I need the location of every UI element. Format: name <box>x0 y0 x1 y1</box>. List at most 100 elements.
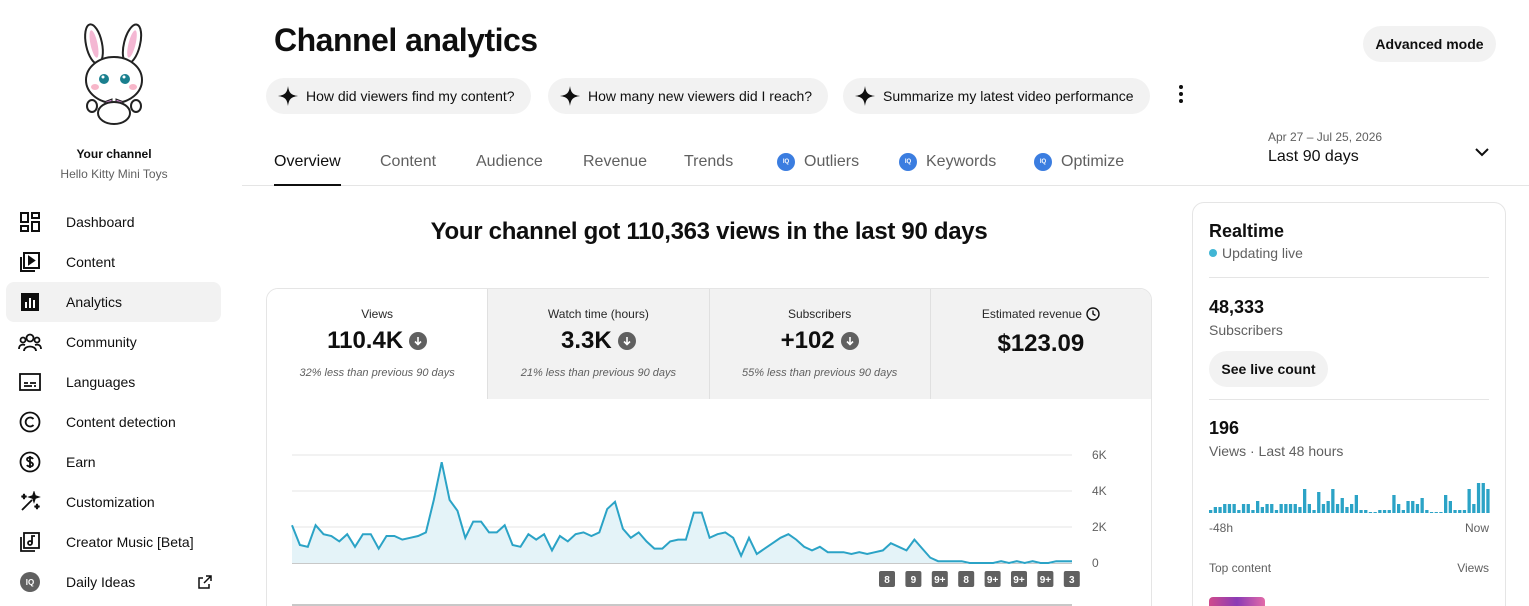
tab-overview[interactable]: Overview <box>274 138 341 186</box>
tab-label: Overview <box>274 153 341 170</box>
video-published-marker[interactable]: 8 <box>879 571 895 587</box>
realtime-bar <box>1279 504 1283 513</box>
sidebar-item-community[interactable]: Community <box>6 322 221 362</box>
realtime-live-status: Updating live <box>1209 245 1303 261</box>
realtime-bar <box>1340 498 1344 513</box>
suggestion-chip-new-viewers[interactable]: How many new viewers did I reach? <box>548 78 829 114</box>
sidebar-item-earn[interactable]: Earn <box>6 442 221 482</box>
iq-icon: IQ <box>1034 153 1052 171</box>
y-tick-label: 0 <box>1092 556 1099 570</box>
top-content-views-label: Views <box>1457 561 1489 575</box>
video-published-marker[interactable]: 9+ <box>931 571 948 587</box>
iq-icon: IQ <box>777 153 795 171</box>
realtime-axis-start: -48h <box>1209 521 1234 535</box>
tab-audience[interactable]: Audience <box>476 138 543 186</box>
realtime-bar <box>1241 504 1246 513</box>
tab-keywords[interactable]: IQ Keywords <box>899 138 996 186</box>
sidebar-item-daily-ideas[interactable]: IQ Daily Ideas <box>6 562 221 602</box>
iq-icon: IQ <box>18 570 42 594</box>
community-icon <box>18 330 42 354</box>
tab-outliers[interactable]: IQ Outliers <box>777 138 859 186</box>
arrow-down-icon <box>840 332 859 350</box>
metric-value: $123.09 <box>997 330 1085 357</box>
tab-bar: Overview Content Audience Revenue Trends… <box>242 138 1529 186</box>
see-live-count-button[interactable]: See live count <box>1209 351 1328 387</box>
channel-avatar[interactable] <box>72 22 156 126</box>
realtime-bar <box>1476 483 1481 513</box>
realtime-bar <box>1439 512 1443 513</box>
date-range-selector[interactable]: Apr 27 – Jul 25, 2026 Last 90 days <box>1268 130 1382 166</box>
views-area <box>292 462 1072 563</box>
realtime-bar <box>1392 495 1396 513</box>
iq-icon: IQ <box>899 153 917 171</box>
realtime-bar <box>1467 489 1471 513</box>
copyright-icon <box>18 410 42 434</box>
more-vert-icon[interactable] <box>1171 84 1191 104</box>
tab-trends[interactable]: Trends <box>684 138 733 186</box>
realtime-bar <box>1260 507 1264 513</box>
tab-label: Content <box>380 153 437 170</box>
sidebar-item-label: Content detection <box>66 414 176 430</box>
dashboard-icon <box>18 210 42 234</box>
realtime-bar <box>1307 504 1311 513</box>
views-line[interactable] <box>291 461 1072 565</box>
video-published-marker[interactable]: 9 <box>905 571 922 587</box>
video-published-marker[interactable]: 8 <box>958 571 975 587</box>
realtime-bar <box>1462 510 1467 513</box>
realtime-bar <box>1251 510 1255 513</box>
suggestion-chip-summarize[interactable]: Summarize my latest video performance <box>843 78 1150 114</box>
sidebar-item-content[interactable]: Content <box>6 242 221 282</box>
realtime-bar <box>1486 489 1490 513</box>
suggestion-chip-find-content[interactable]: How did viewers find my content? <box>266 78 531 114</box>
dollar-icon <box>18 450 42 474</box>
chip-label: How did viewers find my content? <box>306 88 515 104</box>
live-label: Updating live <box>1222 245 1303 261</box>
sidebar-item-customization[interactable]: Customization <box>6 482 221 522</box>
realtime-bar <box>1213 507 1217 513</box>
svg-text:9+: 9+ <box>987 575 999 586</box>
tab-revenue[interactable]: Revenue <box>583 138 647 186</box>
metric-views[interactable]: Views 110.4K 32% less than previous 90 d… <box>267 289 488 399</box>
sidebar-item-label: Earn <box>66 454 96 470</box>
realtime-title: Realtime <box>1209 221 1285 241</box>
sidebar-item-dashboard[interactable]: Dashboard <box>6 202 221 242</box>
realtime-card: Realtime Updating live 48,333 Subscriber… <box>1192 202 1506 606</box>
svg-text:9+: 9+ <box>1013 575 1025 586</box>
metric-label: Views <box>361 307 394 321</box>
sidebar-item-content-detection[interactable]: Content detection <box>6 402 221 442</box>
metric-watch-time[interactable]: Watch time (hours) 3.3K 21% less than pr… <box>487 289 709 399</box>
chevron-down-icon[interactable] <box>1470 140 1494 164</box>
realtime-bar <box>1350 504 1354 513</box>
overview-card: Views 110.4K 32% less than previous 90 d… <box>266 288 1152 606</box>
tab-content[interactable]: Content <box>380 138 436 186</box>
realtime-bar <box>1429 512 1434 513</box>
sidebar-item-creator-music[interactable]: Creator Music [Beta] <box>6 522 221 562</box>
video-published-marker[interactable]: 3 <box>1063 571 1080 587</box>
sidebar-item-analytics[interactable]: Analytics <box>6 282 221 322</box>
views-headline: Your channel got 110,363 views in the la… <box>430 218 988 245</box>
realtime-bar <box>1227 504 1232 513</box>
tab-optimize[interactable]: IQ Optimize <box>1034 138 1124 186</box>
realtime-bar <box>1265 504 1269 513</box>
realtime-bar <box>1321 504 1326 513</box>
video-published-marker[interactable]: 9+ <box>1011 571 1027 587</box>
svg-text:8: 8 <box>884 575 890 586</box>
sidebar-item-label: Creator Music [Beta] <box>66 534 194 550</box>
tab-label: Trends <box>684 153 734 170</box>
realtime-bar <box>1415 504 1420 513</box>
sidebar-item-label: Dashboard <box>66 214 135 230</box>
music-icon <box>18 530 42 554</box>
live-dot-icon <box>1209 249 1217 257</box>
top-content-thumbnail[interactable] <box>1209 597 1265 606</box>
sidebar-item-languages[interactable]: Languages <box>6 362 221 402</box>
magic-wand-icon <box>18 490 42 514</box>
video-published-marker[interactable]: 9+ <box>1037 571 1054 587</box>
advanced-mode-button[interactable]: Advanced mode <box>1363 26 1496 62</box>
chip-label: How many new viewers did I reach? <box>588 88 813 104</box>
video-published-marker[interactable]: 9+ <box>984 571 1001 587</box>
realtime-bar <box>1472 504 1476 513</box>
metric-subscribers[interactable]: Subscribers +102 55% less than previous … <box>708 289 930 399</box>
realtime-bar <box>1288 504 1293 513</box>
realtime-bar <box>1246 504 1250 513</box>
metric-revenue[interactable]: Estimated revenue $123.09 <box>929 289 1151 399</box>
